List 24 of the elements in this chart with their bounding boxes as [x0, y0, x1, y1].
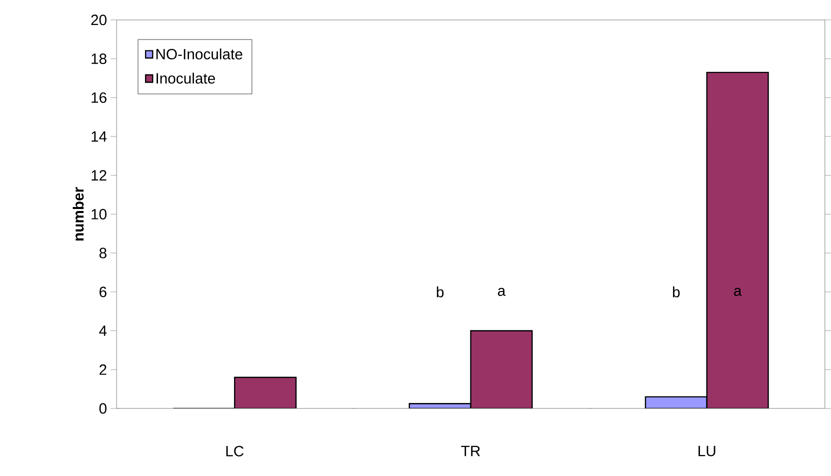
y-tick-label: 6	[100, 286, 106, 298]
x-tick-label: LC	[226, 446, 244, 456]
y-tick-label: 12	[92, 170, 106, 180]
annotation: a	[498, 288, 506, 296]
annotation: b	[436, 286, 444, 298]
y-tick-label: 0	[99, 403, 106, 414]
annotation: a	[734, 288, 742, 296]
bar	[470, 330, 533, 408]
y-tick-label: 8	[99, 248, 106, 258]
y-tick-label: 14	[92, 131, 107, 142]
annotation: b	[672, 286, 680, 298]
x-tick-label: TR	[461, 446, 480, 456]
bar	[706, 72, 769, 408]
legend-label: Inoculate	[156, 72, 215, 84]
legend-label: NO-Inoculate	[156, 48, 242, 60]
y-tick-label: 20	[91, 14, 106, 26]
x-tick-label: LU	[698, 446, 716, 456]
bar	[234, 376, 297, 408]
y-tick-label: 16	[92, 92, 106, 103]
y-tick-label: 4	[99, 326, 107, 336]
y-tick-label: 18	[92, 53, 106, 64]
y-axis-title: number	[72, 187, 84, 240]
y-tick-label: 10	[92, 208, 106, 220]
y-tick-label: 2	[100, 364, 106, 375]
